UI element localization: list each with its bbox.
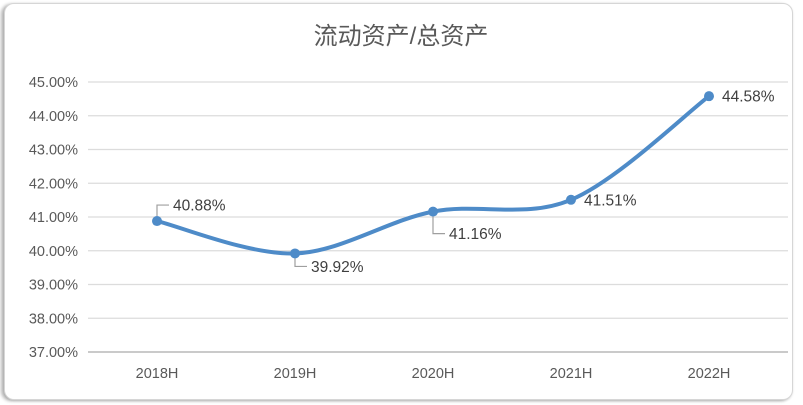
y-tick-label: 40.00% (29, 244, 78, 260)
data-point-marker (290, 248, 300, 259)
y-tick-label: 39.00% (29, 278, 78, 294)
data-point-label: 41.51% (584, 192, 637, 209)
x-axis-label: 2020H (412, 366, 455, 382)
x-axis-label: 2021H (550, 366, 593, 382)
y-tick-label: 44.00% (29, 109, 78, 125)
chart-title: 流动资产/总资产 (314, 23, 489, 50)
data-label-callout (432, 216, 445, 235)
data-point-label: 44.58% (722, 89, 775, 106)
y-tick-label: 42.00% (29, 176, 78, 192)
x-axis-label: 2022H (688, 366, 731, 382)
data-label-callout (156, 204, 169, 217)
data-point-label: 39.92% (311, 259, 364, 276)
data-point-marker (566, 194, 576, 205)
data-point-marker (152, 216, 162, 227)
data-point-marker (704, 91, 714, 102)
data-point-label: 41.16% (449, 226, 502, 243)
data-point-marker (428, 206, 438, 217)
x-axis-label: 2019H (274, 366, 317, 382)
data-point-label: 40.88% (173, 198, 226, 215)
y-tick-label: 38.00% (29, 311, 78, 327)
chart-card (4, 3, 793, 400)
y-tick-label: 41.00% (29, 210, 78, 226)
y-tick-label: 37.00% (29, 345, 78, 361)
y-tick-label: 45.00% (29, 75, 78, 91)
y-tick-label: 43.00% (29, 143, 78, 159)
data-label-callout (294, 258, 307, 268)
x-axis-label: 2018H (136, 366, 179, 382)
